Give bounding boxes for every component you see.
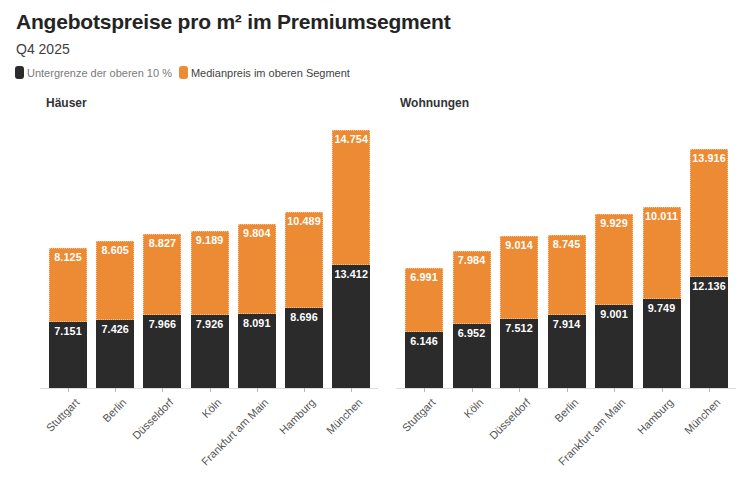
bar-value-label: 8.696: [285, 308, 323, 323]
bar-segment-median: 14.754: [332, 130, 370, 265]
bar-value-label: 8.605: [96, 241, 134, 256]
axis-tick: [424, 388, 425, 392]
axis-tick: [519, 388, 520, 392]
bar-value-label: 6.146: [405, 332, 443, 347]
axis-tick: [709, 388, 710, 392]
bar-segment-median: 10.011: [643, 207, 681, 299]
bar-segment-lower-bound: 7.512: [500, 319, 538, 388]
axis-tick: [162, 388, 163, 392]
bar-segment-lower-bound: 9.001: [595, 305, 633, 388]
x-axis-label: Stuttgart: [0, 396, 81, 481]
bar-segment-median: 9.929: [595, 214, 633, 305]
legend-label: Untergrenze der oberen 10 %: [27, 67, 172, 79]
axis-tick: [567, 388, 568, 392]
bar-value-label: 9.014: [500, 236, 538, 251]
bar-segment-median: 8.125: [49, 248, 87, 323]
bar-segment-lower-bound: 7.151: [49, 322, 87, 388]
axis-tick: [351, 388, 352, 392]
bar-segment-median: 8.827: [143, 234, 181, 315]
bar-segment-lower-bound: 6.952: [453, 324, 491, 388]
bar-value-label: 8.745: [548, 235, 586, 250]
bar-segment-lower-bound: 7.914: [548, 315, 586, 388]
axis-tick: [115, 388, 116, 392]
bar-value-label: 8.827: [143, 234, 181, 249]
bar-segment-median: 9.804: [238, 224, 276, 314]
legend-swatch-icon: [15, 66, 24, 79]
bar-value-label: 9.189: [191, 231, 229, 246]
bar-value-label: 10.011: [643, 207, 681, 222]
axis-tick: [614, 388, 615, 392]
bar-segment-lower-bound: 9.749: [643, 299, 681, 388]
bar-value-label: 8.091: [238, 314, 276, 329]
bar-value-label: 9.804: [238, 224, 276, 239]
axis-tick: [472, 388, 473, 392]
bar-value-label: 7.151: [49, 322, 87, 337]
bar-value-label: 13.916: [690, 149, 728, 164]
bar-segment-lower-bound: 13.412: [332, 265, 370, 388]
panel-title: Wohnungen: [400, 96, 469, 110]
bar-value-label: 7.914: [548, 315, 586, 330]
axis-tick: [662, 388, 663, 392]
bar-segment-lower-bound: 12.136: [690, 277, 728, 388]
bar-value-label: 7.966: [143, 315, 181, 330]
chart-title: Angebotspreise pro m² im Premiumsegment: [16, 10, 450, 34]
bar-segment-median: 9.014: [500, 236, 538, 319]
bar-value-label: 12.136: [690, 277, 728, 292]
chart-container: Angebotspreise pro m² im Premiumsegment …: [0, 0, 756, 481]
axis-tick: [68, 388, 69, 392]
bar-value-label: 10.489: [285, 212, 323, 227]
bar-segment-median: 10.489: [285, 212, 323, 308]
bar-segment-median: 7.984: [453, 251, 491, 324]
bar-segment-lower-bound: 8.091: [238, 314, 276, 388]
legend: Untergrenze der oberen 10 % Medianpreis i…: [15, 66, 350, 79]
bar-value-label: 13.412: [332, 265, 370, 280]
bar-segment-median: 9.189: [191, 231, 229, 315]
bar-segment-median: 8.605: [96, 241, 134, 320]
bar-segment-median: 13.916: [690, 149, 728, 277]
axis-tick: [304, 388, 305, 392]
bar-segment-lower-bound: 7.926: [191, 315, 229, 388]
bar-value-label: 14.754: [332, 130, 370, 145]
bar-value-label: 8.125: [49, 248, 87, 263]
bar-segment-lower-bound: 6.146: [405, 332, 443, 388]
bar-segment-median: 6.991: [405, 268, 443, 332]
bar-value-label: 7.426: [96, 320, 134, 335]
axis-tick: [210, 388, 211, 392]
bar-value-label: 7.926: [191, 315, 229, 330]
panel-title: Häuser: [46, 96, 87, 110]
bar-value-label: 7.984: [453, 251, 491, 266]
bar-value-label: 9.749: [643, 299, 681, 314]
bar-segment-median: 8.745: [548, 235, 586, 315]
legend-swatch-icon: [179, 66, 188, 79]
bar-segment-lower-bound: 7.966: [143, 315, 181, 388]
bar-value-label: 6.991: [405, 268, 443, 283]
bar-segment-lower-bound: 7.426: [96, 320, 134, 388]
bar-value-label: 7.512: [500, 319, 538, 334]
axis-tick: [257, 388, 258, 392]
bar-value-label: 9.001: [595, 305, 633, 320]
bar-value-label: 9.929: [595, 214, 633, 229]
legend-label: Medianpreis im oberen Segment: [191, 67, 350, 79]
bar-segment-lower-bound: 8.696: [285, 308, 323, 388]
legend-item: Medianpreis im oberen Segment: [179, 66, 350, 79]
legend-item: Untergrenze der oberen 10 %: [15, 66, 172, 79]
bar-value-label: 6.952: [453, 324, 491, 339]
chart-subtitle: Q4 2025: [16, 41, 70, 57]
